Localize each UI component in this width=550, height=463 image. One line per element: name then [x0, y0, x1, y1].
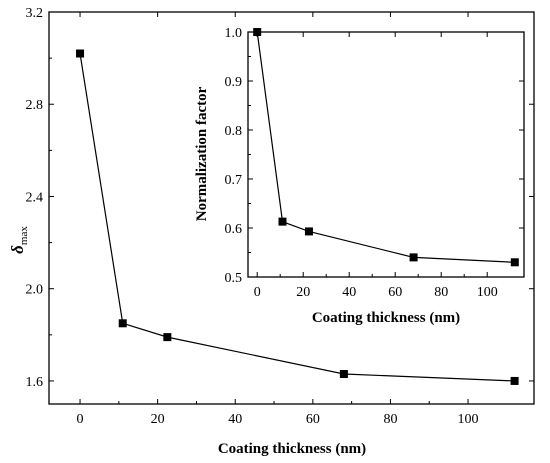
- inset-y-tick-label: 0.5: [225, 271, 243, 286]
- inset-data-point: [278, 217, 287, 226]
- main-plot-frame: [48, 11, 535, 405]
- inset-x-tick-label: 80: [434, 285, 448, 300]
- inset-y-tick-label: 0.9: [225, 75, 243, 90]
- main-x-tick-label: 80: [383, 412, 397, 427]
- main-x-tick-label: 20: [151, 412, 165, 427]
- main-y-axis-title-symbol: δ: [8, 245, 27, 254]
- inset-plot-frame: [247, 31, 525, 278]
- main-y-tick-label: 1.6: [26, 375, 44, 390]
- inset-x-tick-label: 40: [342, 285, 356, 300]
- inset-ticks: 0 20 40 60 80 100 0.5 0.6 0.7 0.8 0.9 1.0: [225, 26, 524, 300]
- main-y-axis-title: δmax: [8, 226, 30, 254]
- inset-data-point: [304, 227, 313, 236]
- inset-y-tick-label: 0.6: [225, 222, 243, 237]
- main-series-line: [79, 53, 515, 382]
- main-y-tick-label: 2.4: [26, 190, 44, 205]
- inset-series: [253, 28, 519, 267]
- inset-y-axis-title: Normalization factor: [194, 86, 210, 221]
- inset-x-tick-label: 0: [254, 285, 261, 300]
- main-y-axis-title-subscript: max: [18, 226, 30, 245]
- inset-x-axis-title: Coating thickness (nm): [312, 310, 460, 326]
- main-data-point: [76, 49, 85, 58]
- inset-x-tick-label: 100: [477, 285, 498, 300]
- inset-x-tick-label: 20: [296, 285, 310, 300]
- main-x-tick-label: 0: [77, 412, 84, 427]
- inset-series-line: [256, 31, 515, 263]
- main-series: [76, 49, 519, 385]
- inset-data-point: [409, 253, 418, 262]
- main-data-point: [510, 376, 519, 385]
- main-data-point: [339, 370, 348, 379]
- main-ticks: 0 20 40 60 80 100 1.6 2.0 2.4 2.8 3.2: [26, 6, 534, 427]
- inset-data-point: [253, 28, 262, 36]
- main-y-tick-label: 2.0: [26, 283, 44, 298]
- main-data-point: [163, 333, 172, 342]
- main-x-axis-title: Coating thickness (nm): [218, 441, 366, 457]
- inset-y-tick-label: 0.8: [225, 124, 243, 139]
- inset-x-tick-label: 60: [388, 285, 402, 300]
- main-x-tick-label: 100: [458, 412, 479, 427]
- inset-y-tick-label: 0.7: [225, 173, 243, 188]
- inset-data-point: [510, 258, 519, 267]
- main-y-tick-label: 2.8: [26, 98, 44, 113]
- main-y-tick-label: 3.2: [26, 6, 44, 21]
- main-data-point: [118, 319, 127, 328]
- main-x-tick-label: 60: [306, 412, 320, 427]
- inset-y-tick-label: 1.0: [225, 26, 243, 41]
- main-x-tick-label: 40: [228, 412, 242, 427]
